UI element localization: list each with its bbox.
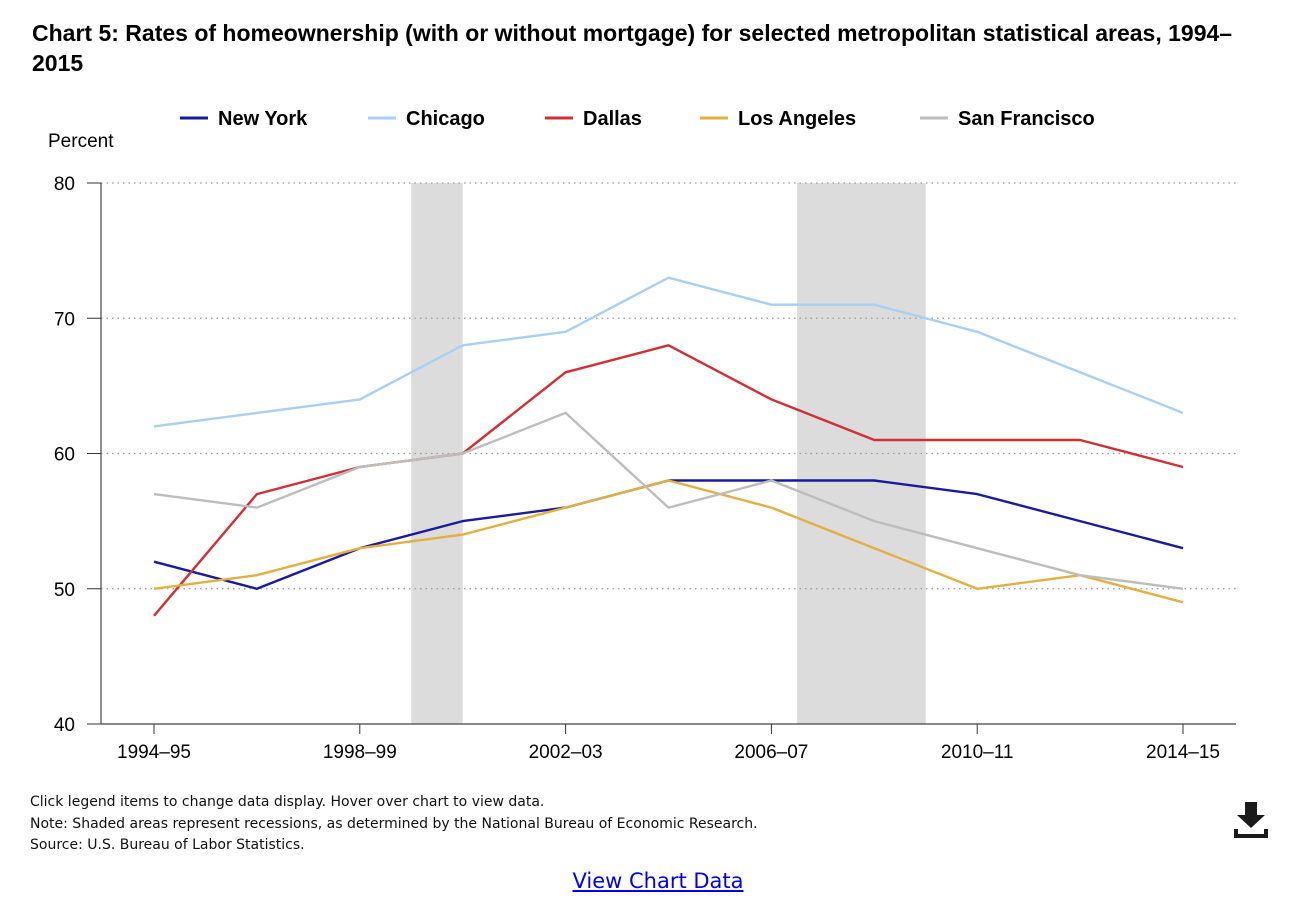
legend-item-chicago[interactable]: Chicago — [368, 108, 485, 130]
x-tick-label: 2010–11 — [941, 742, 1014, 763]
legend-label: Los Angeles — [738, 108, 856, 130]
chart-area[interactable]: 40 50 60 70 80 1994–95 1998–99 2002–03 2006–07 20… — [0, 0, 1316, 870]
x-tick-label: 1994–95 — [117, 742, 191, 763]
legend-label: New York — [218, 108, 308, 130]
x-tick-label: 2002–03 — [529, 742, 603, 763]
chart-title: Chart 5: Rates of homeownership (with or… — [32, 20, 1233, 76]
series-line-chicago[interactable] — [153, 276, 1184, 428]
note-instructions: Click legend items to change data displa… — [30, 794, 545, 810]
y-tick-label: 60 — [54, 445, 75, 466]
series-line-san-francisco[interactable] — [153, 411, 1184, 590]
series-line-dallas[interactable] — [153, 344, 1184, 617]
axes: 40 50 60 70 80 1994–95 1998–99 2002–03 2006–07 20… — [54, 174, 1236, 763]
y-tick-label: 70 — [54, 309, 75, 330]
y-tick-label: 80 — [54, 174, 75, 195]
grid-lines — [101, 182, 1236, 590]
chart-notes: Click legend items to change data displa… — [30, 792, 758, 857]
legend-item-los-angeles[interactable]: Los Angeles — [700, 108, 856, 130]
legend-item-dallas[interactable]: Dallas — [545, 108, 642, 130]
x-tick-label: 1998–99 — [323, 742, 397, 763]
y-tick-label: 50 — [54, 580, 75, 601]
view-chart-data-container: View Chart Data — [0, 869, 1316, 893]
x-tick-label: 2006–07 — [734, 742, 808, 763]
legend-item-san-francisco[interactable]: San Francisco — [920, 108, 1095, 130]
download-icon — [1234, 802, 1268, 838]
y-tick-label: 40 — [54, 715, 75, 736]
view-chart-data-link[interactable]: View Chart Data — [572, 869, 744, 893]
legend-label: San Francisco — [958, 108, 1095, 130]
series-line-new-york[interactable] — [153, 479, 1184, 590]
legend-label: Chicago — [406, 108, 485, 130]
series-lines[interactable] — [153, 276, 1184, 617]
legend-label: Dallas — [583, 108, 642, 130]
x-tick-label: 2014–15 — [1146, 742, 1220, 763]
series-line-los-angeles[interactable] — [153, 479, 1184, 604]
legend[interactable]: New York Chicago Dallas Los Angeles San Fran… — [180, 108, 1095, 130]
download-button[interactable] — [1232, 800, 1272, 840]
note-recessions: Note: Shaded areas represent recessions,… — [30, 815, 758, 832]
legend-item-new-york[interactable]: New York — [180, 108, 308, 130]
y-axis-label: Percent — [48, 131, 114, 152]
note-source: Source: U.S. Bureau of Labor Statistics. — [30, 837, 305, 853]
